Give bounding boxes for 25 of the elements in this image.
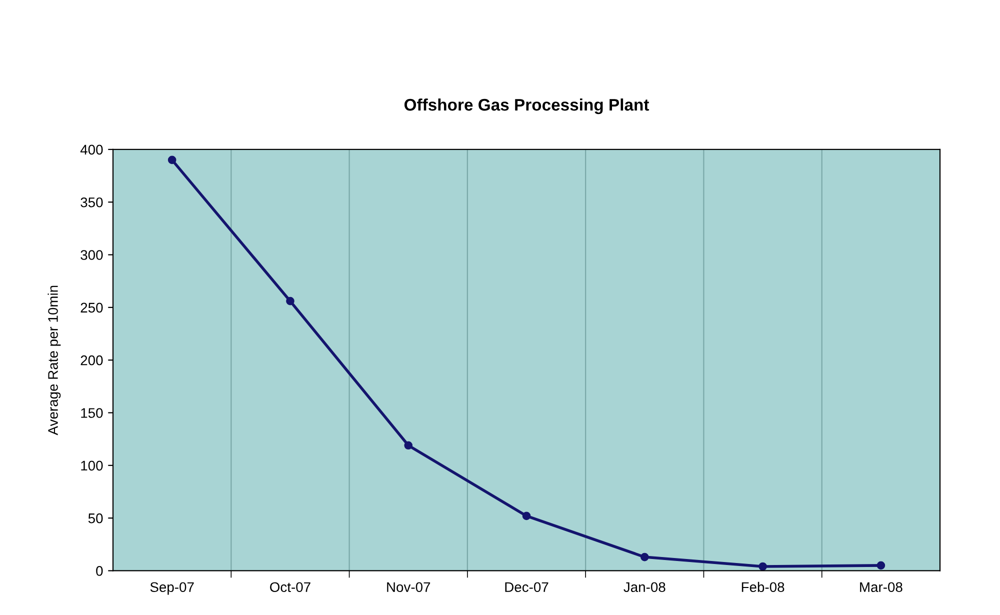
y-tick-label: 150 bbox=[81, 408, 103, 418]
point bbox=[168, 156, 176, 164]
point bbox=[758, 562, 767, 571]
x-tick-label: Sep-07 bbox=[150, 582, 194, 595]
y-axis-title: Average Rate per 10min bbox=[48, 286, 61, 436]
x-tick-label: Nov-07 bbox=[387, 582, 430, 592]
x-tick-label: Feb-08 bbox=[742, 582, 784, 592]
point bbox=[286, 296, 294, 306]
y-tick-label: 0 bbox=[96, 566, 103, 576]
y-tick-label: 400 bbox=[80, 144, 103, 155]
y-tick-label: 300 bbox=[80, 250, 103, 260]
x-tick-label: Dec-07 bbox=[505, 582, 548, 592]
x-tick-label: Mar-08 bbox=[860, 582, 902, 592]
point bbox=[404, 441, 413, 450]
point bbox=[522, 512, 531, 520]
y-tick-label: 100 bbox=[81, 460, 103, 471]
y-tick-label: 350 bbox=[80, 197, 103, 208]
x-tick-label: Jan-08 bbox=[624, 582, 666, 592]
point bbox=[876, 561, 886, 570]
y-tick-label: 250 bbox=[80, 302, 103, 313]
x-tick-label: Oct-07 bbox=[270, 582, 310, 592]
chart-title: Offshore Gas Processing Plant bbox=[404, 98, 650, 114]
y-tick-label: 200 bbox=[80, 355, 103, 366]
point bbox=[640, 552, 649, 562]
y-tick-label: 50 bbox=[88, 513, 103, 524]
